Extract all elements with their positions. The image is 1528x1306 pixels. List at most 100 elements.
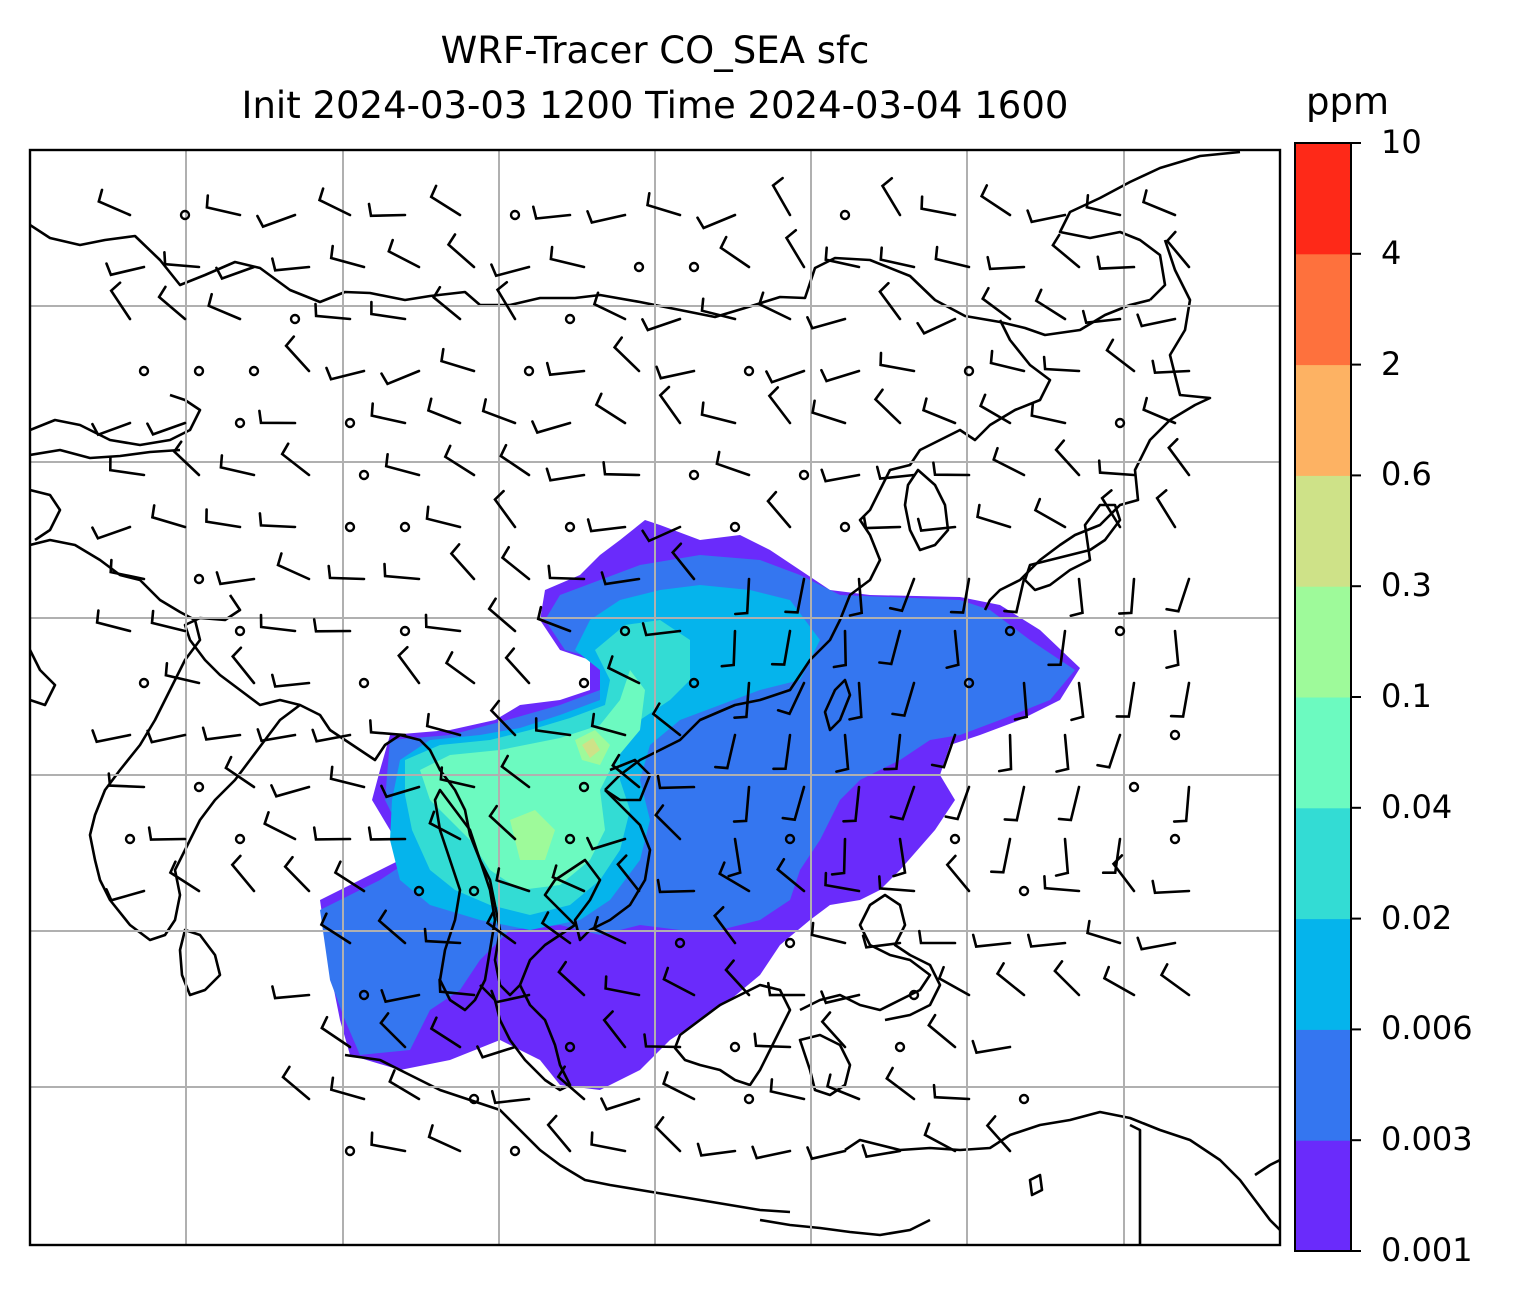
calm-wind-circle bbox=[358, 677, 370, 689]
wind-barb bbox=[654, 1116, 682, 1153]
wind-barb bbox=[700, 401, 737, 425]
wind-barb bbox=[700, 297, 737, 321]
calm-wind-circle bbox=[344, 521, 356, 533]
wind-barb bbox=[918, 929, 957, 945]
wind-barb bbox=[1141, 189, 1177, 217]
wind-barb bbox=[949, 577, 971, 614]
wind-barb bbox=[384, 453, 421, 477]
wind-barb bbox=[531, 420, 572, 435]
colorbar-tick-label: 10 bbox=[1381, 123, 1422, 161]
wind-barb bbox=[1169, 681, 1191, 718]
wind-barb bbox=[380, 989, 421, 1004]
wind-barb bbox=[91, 729, 132, 744]
wind-barb bbox=[1054, 439, 1081, 477]
calm-wind-circle bbox=[138, 677, 150, 689]
wind-barb bbox=[732, 785, 751, 823]
wind-barb bbox=[923, 1122, 957, 1153]
wind-barb bbox=[1069, 577, 1084, 617]
wind-barb bbox=[91, 525, 132, 540]
wind-barb bbox=[1165, 629, 1180, 669]
wind-barb bbox=[1003, 577, 1026, 614]
wind-barb bbox=[312, 826, 352, 841]
wind-barb bbox=[1151, 359, 1191, 375]
wind-barb bbox=[600, 1097, 641, 1111]
wind-barb bbox=[606, 655, 641, 685]
map-title-line2: Init 2024-03-03 1200 Time 2024-03-04 160… bbox=[241, 84, 1069, 127]
colorbar-segment bbox=[1295, 364, 1351, 476]
wind-barb bbox=[424, 613, 462, 633]
colorbar-tick-label: 0.04 bbox=[1381, 787, 1453, 826]
wind-barb bbox=[995, 962, 1026, 997]
wind-barb bbox=[656, 774, 696, 790]
calm-wind-circle bbox=[344, 417, 356, 429]
wind-barb bbox=[425, 712, 462, 737]
colorbar-tick-label: 4 bbox=[1381, 233, 1402, 272]
colorbar-unit: ppm bbox=[1306, 80, 1390, 123]
wind-barb bbox=[590, 1131, 627, 1153]
wind-barb bbox=[662, 1071, 696, 1101]
wind-barb bbox=[532, 205, 572, 220]
wind-barb bbox=[314, 302, 352, 321]
wind-barb bbox=[276, 552, 311, 581]
wind-barb bbox=[370, 1131, 407, 1153]
wind-barb bbox=[656, 878, 696, 894]
wind-barb bbox=[880, 177, 902, 217]
wind-barb bbox=[495, 867, 531, 893]
calm-wind-circle bbox=[949, 833, 961, 845]
concentration-0.1 bbox=[510, 730, 610, 860]
calm-wind-circle bbox=[124, 833, 136, 845]
wind-barb bbox=[1118, 577, 1136, 615]
wind-barb bbox=[258, 409, 297, 425]
calm-wind-circle bbox=[234, 833, 246, 845]
wind-barb bbox=[1165, 577, 1191, 613]
map-frame bbox=[28, 148, 1282, 1247]
wind-barb bbox=[327, 564, 366, 581]
wind-barb bbox=[920, 195, 957, 217]
calm-wind-circle bbox=[193, 781, 205, 793]
wind-barb bbox=[888, 577, 916, 613]
calm-wind-circle bbox=[248, 365, 260, 377]
wind-barb bbox=[945, 854, 971, 893]
wind-barb bbox=[776, 681, 806, 716]
wind-barb bbox=[715, 450, 751, 477]
wind-barb bbox=[586, 210, 627, 225]
wind-barb bbox=[586, 518, 627, 533]
wind-barb bbox=[997, 733, 1013, 773]
wind-barb bbox=[934, 245, 971, 269]
wind-barb bbox=[937, 965, 971, 997]
wind-barb bbox=[1096, 733, 1122, 769]
wind-barb bbox=[1057, 785, 1081, 822]
wind-barb bbox=[215, 265, 256, 281]
wind-barb bbox=[219, 454, 256, 477]
calm-wind-circle bbox=[578, 781, 590, 793]
wind-barb bbox=[500, 754, 531, 789]
wind-barb bbox=[476, 1045, 517, 1059]
wind-barb bbox=[835, 733, 850, 773]
wind-barb bbox=[107, 772, 146, 789]
wind-barb bbox=[772, 733, 792, 771]
wind-barb bbox=[1070, 681, 1085, 722]
wind-barb bbox=[824, 246, 861, 269]
wind-barb bbox=[499, 443, 531, 477]
wind-barb bbox=[256, 728, 297, 743]
colorbar-tick-label: 0.1 bbox=[1381, 677, 1432, 715]
wind-barb bbox=[767, 386, 792, 425]
wind-barb bbox=[224, 755, 256, 789]
wind-barb bbox=[1105, 338, 1136, 373]
calm-wind-circle bbox=[358, 989, 370, 1001]
wind-barb bbox=[164, 662, 201, 685]
wind-barb bbox=[443, 444, 476, 477]
wind-barb bbox=[978, 393, 1012, 425]
wind-barb bbox=[1085, 194, 1122, 217]
calm-wind-circle bbox=[1018, 885, 1030, 897]
wind-barb bbox=[1136, 313, 1177, 328]
wind-barb bbox=[284, 335, 311, 373]
wind-barb bbox=[489, 699, 517, 737]
gridlines bbox=[30, 150, 1280, 1245]
wind-barb bbox=[379, 1012, 407, 1049]
wind-barb bbox=[172, 440, 201, 477]
wind-barb bbox=[319, 912, 352, 945]
wind-barb bbox=[428, 810, 462, 841]
wind-barb bbox=[487, 597, 517, 633]
wind-barb bbox=[1155, 489, 1177, 529]
